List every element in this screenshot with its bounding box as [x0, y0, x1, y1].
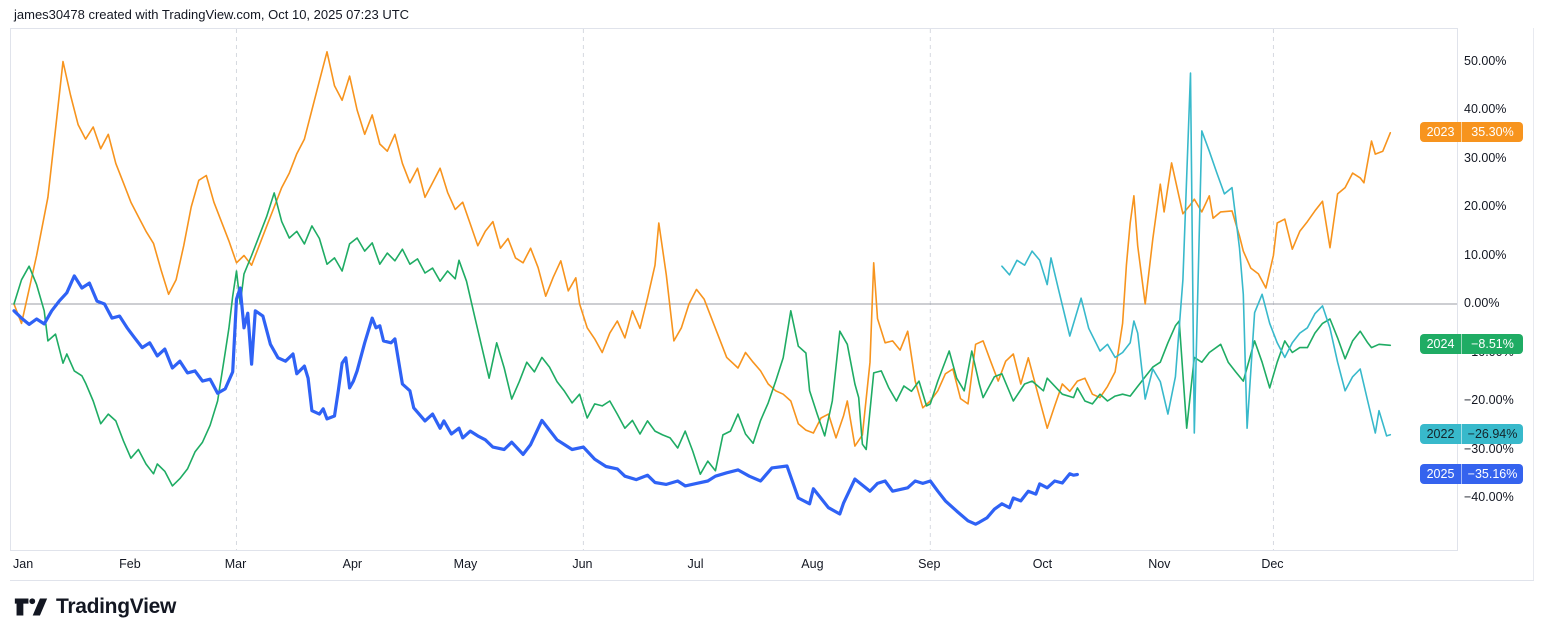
price-badge-2024: 2024 −8.51% — [1420, 334, 1523, 355]
price-badge-2023: 2023 35.30% — [1420, 121, 1523, 142]
badge-divider — [1461, 423, 1462, 444]
price-badge-2022: 2022 −26.94% — [1420, 423, 1523, 444]
x-tick-label-feb: Feb — [119, 557, 141, 571]
series-line-2022 — [1001, 72, 1392, 437]
badge-year-label: 2023 — [1426, 124, 1455, 139]
badge-value-label: 35.30% — [1471, 124, 1514, 139]
y-tick-label: 20.00% — [1464, 199, 1507, 213]
x-tick-label-jul: Jul — [687, 557, 704, 571]
attribution-text: james30478 created with TradingView.com,… — [14, 7, 410, 22]
y-tick-label: 40.00% — [1464, 102, 1507, 116]
price-badge-2025: 2025 −35.16% — [1420, 463, 1523, 484]
x-tick-label-aug: Aug — [801, 557, 824, 571]
badge-value-label: −35.16% — [1467, 466, 1518, 481]
footer: TradingView — [14, 592, 176, 622]
badge-year-label: 2022 — [1426, 426, 1455, 441]
badge-year-label: 2025 — [1426, 466, 1455, 481]
badge-divider — [1461, 463, 1462, 484]
x-tick-label-dec: Dec — [1261, 557, 1284, 571]
x-tick-label-oct: Oct — [1032, 557, 1053, 571]
y-tick-label: −40.00% — [1464, 490, 1514, 504]
x-tick-label-nov: Nov — [1148, 557, 1171, 571]
y-tick-label: −30.00% — [1464, 441, 1514, 456]
badge-divider — [1461, 121, 1462, 142]
x-tick-label-may: May — [453, 557, 478, 571]
y-tick-label: 0.00% — [1464, 296, 1500, 310]
series-line-2024 — [13, 192, 1392, 487]
y-tick-label: 10.00% — [1464, 247, 1507, 262]
chart-plot-area[interactable] — [10, 28, 1458, 551]
badge-value-label: −26.94% — [1467, 426, 1518, 441]
x-tick-label-sep: Sep — [918, 557, 941, 571]
x-tick-label-jun: Jun — [572, 557, 593, 571]
badge-value-label: −8.51% — [1471, 337, 1514, 352]
tradingview-logo-text[interactable]: TradingView — [56, 595, 177, 618]
y-tick-label: −20.00% — [1464, 393, 1514, 407]
x-tick-label-jan: Jan — [13, 557, 34, 571]
x-tick-label-mar: Mar — [224, 557, 247, 571]
x-axis[interactable]: Jan Feb Mar Apr May Jun Jul Aug Sep Oct Nov Dec — [10, 549, 1534, 581]
badge-year-label: 2024 — [1426, 337, 1455, 352]
badge-divider — [1461, 334, 1462, 355]
series-line-2023 — [13, 50, 1392, 447]
series-line-2025 — [12, 274, 1080, 526]
tradingview-logo-icon[interactable] — [14, 595, 48, 619]
price-plot-canvas[interactable] — [11, 29, 1457, 550]
y-tick-label: 50.00% — [1464, 53, 1507, 68]
axis-right-border — [1533, 28, 1534, 580]
y-tick-label: 30.00% — [1464, 150, 1507, 165]
x-tick-label-apr: Apr — [342, 557, 363, 571]
